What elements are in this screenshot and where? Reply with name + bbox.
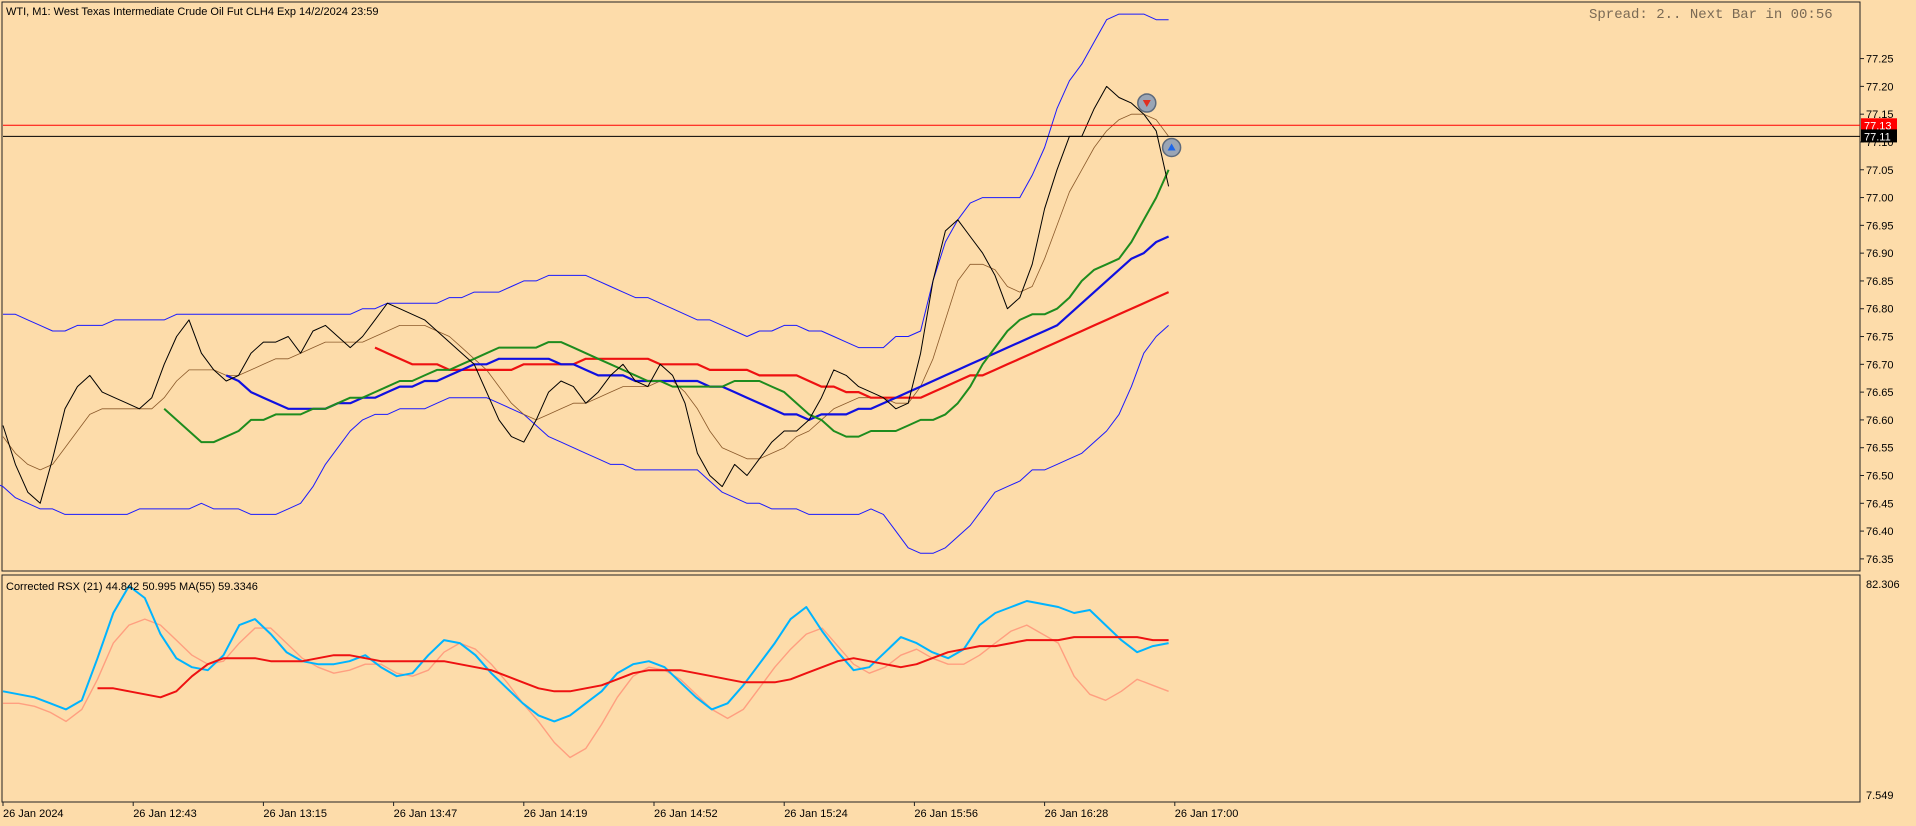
y-tick-label: 76.80 bbox=[1866, 304, 1894, 316]
y-tick-label: 77.15 bbox=[1866, 109, 1894, 121]
price-axis: 77.2577.2077.1577.1077.0577.0076.9576.90… bbox=[1860, 54, 1894, 566]
y-tick-label: 76.95 bbox=[1866, 220, 1894, 232]
x-tick-label: 26 Jan 14:52 bbox=[654, 808, 718, 820]
y-tick-label: 76.45 bbox=[1866, 498, 1894, 510]
price-tag-bid bbox=[1861, 129, 1897, 143]
y-tick-label: 76.55 bbox=[1866, 443, 1894, 455]
x-tick-label: 26 Jan 15:24 bbox=[784, 808, 848, 820]
x-tick-label: 26 Jan 17:00 bbox=[1175, 808, 1239, 820]
main-panel-frame bbox=[1, 1, 1861, 572]
bollinger-upper-line bbox=[3, 13, 1169, 349]
x-tick-label: 26 Jan 13:15 bbox=[263, 808, 327, 820]
ma-blue-line bbox=[225, 235, 1170, 421]
sell-arrow-glyph bbox=[1142, 100, 1151, 108]
y-tick-label: 76.60 bbox=[1866, 415, 1894, 427]
x-tick-label: 26 Jan 13:47 bbox=[394, 808, 458, 820]
time-axis: 26 Jan 2024 26 Jan 12:43 26 Jan 13:15 26 Ja… bbox=[2, 802, 1239, 820]
x-tick-label: 26 Jan 12:43 bbox=[133, 808, 197, 820]
status-text: Spread: 2.. Next Bar in 00:56 bbox=[1589, 7, 1833, 23]
rsx-signal-line bbox=[3, 618, 1169, 759]
x-tick-label: 26 Jan 14:19 bbox=[524, 808, 588, 820]
y-tick-label: 76.65 bbox=[1866, 387, 1894, 399]
rsx-line bbox=[2, 585, 1169, 723]
buy-arrow-glyph bbox=[1167, 143, 1176, 151]
bollinger-lower-line bbox=[0, 325, 1169, 554]
y-tick-label: 76.85 bbox=[1866, 276, 1894, 288]
y-tick-label: 76.40 bbox=[1866, 526, 1894, 538]
y-tick-label: 77.20 bbox=[1866, 81, 1894, 93]
rsx-plot bbox=[2, 585, 1169, 759]
ma-red-line bbox=[374, 291, 1170, 399]
y-tick-label: 76.70 bbox=[1866, 359, 1894, 371]
indicator-panel-frame bbox=[1, 574, 1861, 803]
price-tag-ask bbox=[1861, 118, 1897, 132]
chart-title: WTI, M1: West Texas Intermediate Crude O… bbox=[6, 6, 379, 18]
y-tick-label: 76.50 bbox=[1866, 471, 1894, 483]
indicator-title: Corrected RSX (21) 44.842 50.995 MA(55) … bbox=[6, 581, 258, 593]
indicator-scale-bottom: 7.549 bbox=[1866, 790, 1894, 802]
y-tick-label: 77.05 bbox=[1866, 165, 1894, 177]
indicator-scale-top: 82.306 bbox=[1866, 579, 1900, 591]
ma-green-line bbox=[163, 169, 1170, 444]
x-tick-label: 26 Jan 2024 bbox=[3, 808, 64, 820]
price-tag-label: 77.13 bbox=[1864, 120, 1892, 132]
x-tick-label: 26 Jan 16:28 bbox=[1045, 808, 1109, 820]
price-line bbox=[2, 85, 1170, 504]
y-tick-label: 77.00 bbox=[1866, 193, 1894, 205]
rsx-ma-line bbox=[97, 636, 1169, 699]
x-tick-label: 26 Jan 15:56 bbox=[914, 808, 978, 820]
y-tick-label: 76.90 bbox=[1866, 248, 1894, 260]
y-tick-label: 77.25 bbox=[1866, 54, 1894, 66]
price-tag-label: 77.11 bbox=[1864, 131, 1891, 143]
price-plot bbox=[0, 13, 1170, 554]
y-tick-label: 76.75 bbox=[1866, 332, 1894, 344]
y-tick-label: 76.35 bbox=[1866, 554, 1894, 566]
